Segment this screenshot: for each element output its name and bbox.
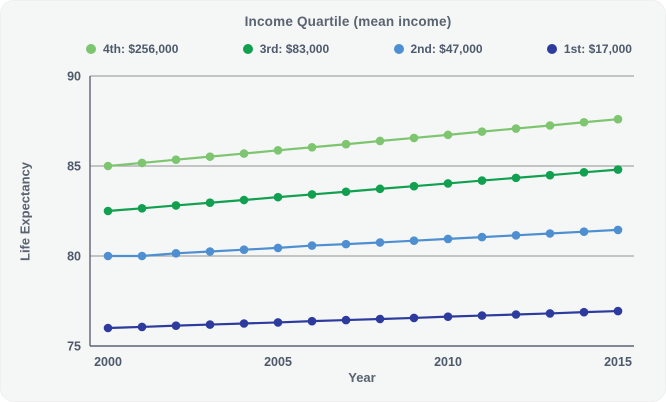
data-point — [511, 310, 521, 319]
y-tick-label: 90 — [67, 70, 81, 84]
data-point — [341, 239, 351, 249]
data-point — [545, 229, 555, 238]
data-point — [307, 190, 317, 199]
y-tick-label: 85 — [67, 160, 81, 174]
legend-label: 1st: $17,000 — [563, 42, 632, 56]
data-point — [579, 117, 589, 127]
data-point — [137, 322, 147, 332]
data-point — [273, 146, 283, 155]
legend: 4th: $256,000 3rd: $83,000 2nd: $47,000 1st… — [86, 40, 632, 58]
data-point — [443, 130, 453, 140]
series-line-3 — [106, 228, 620, 258]
x-axis-label: Year — [348, 370, 376, 385]
data-point — [205, 152, 215, 161]
data-point — [171, 249, 181, 258]
data-point — [341, 315, 351, 325]
data-point — [239, 245, 249, 254]
data-point — [613, 114, 623, 124]
data-point — [273, 192, 283, 202]
data-point — [409, 236, 419, 245]
data-point — [137, 158, 147, 168]
data-point — [409, 181, 419, 191]
data-point — [477, 176, 487, 185]
legend-dot-icon — [546, 44, 557, 54]
data-point — [171, 201, 181, 210]
legend-label: 4th: $256,000 — [103, 42, 179, 56]
data-point — [409, 313, 419, 323]
data-point — [273, 243, 283, 253]
data-point — [579, 227, 589, 236]
chart-title: Income Quartile (mean income) — [244, 14, 452, 29]
x-tick-label: 2015 — [604, 355, 632, 369]
legend-item: 4th: $256,000 — [86, 42, 178, 56]
data-point — [613, 306, 623, 316]
legend-label: 2nd: $47,000 — [410, 42, 483, 56]
legend-dot-icon — [393, 44, 404, 54]
data-point — [375, 136, 385, 146]
legend-item: 3rd: $83,000 — [242, 42, 330, 56]
y-axis-label: Life Expectancy — [17, 162, 33, 261]
data-point — [579, 307, 589, 317]
data-point — [239, 149, 249, 158]
data-point — [409, 133, 419, 143]
data-point — [137, 251, 147, 261]
data-point — [341, 187, 351, 197]
data-point — [375, 314, 385, 324]
data-point — [511, 173, 521, 183]
data-point — [443, 179, 453, 188]
data-point — [205, 320, 215, 329]
series-line-4 — [106, 309, 620, 330]
data-point — [171, 155, 181, 164]
data-point — [341, 139, 351, 149]
data-point — [205, 198, 215, 208]
data-point — [307, 142, 317, 152]
legend-item: 2nd: $47,000 — [393, 42, 483, 56]
data-point — [103, 323, 113, 333]
y-tick-label: 80 — [67, 250, 81, 264]
data-point — [239, 195, 249, 205]
data-point — [103, 206, 113, 216]
data-point — [137, 204, 147, 213]
data-point — [511, 231, 521, 240]
legend-label: 3rd: $83,000 — [259, 42, 330, 56]
data-point — [443, 234, 453, 244]
data-point — [477, 311, 487, 320]
x-tick-label: 2010 — [434, 355, 462, 369]
data-point — [103, 251, 113, 261]
data-point — [205, 247, 215, 256]
data-point — [613, 165, 623, 174]
data-point — [579, 168, 589, 177]
data-point — [273, 318, 283, 327]
data-point — [375, 238, 385, 247]
x-tick-label: 2005 — [264, 355, 292, 369]
legend-dot-icon — [242, 44, 253, 54]
y-tick-label: 75 — [67, 340, 81, 354]
data-point — [511, 124, 521, 133]
data-point — [307, 241, 317, 250]
x-tick-label: 2000 — [94, 355, 122, 369]
data-point — [545, 121, 555, 130]
data-point — [545, 309, 555, 318]
data-point — [103, 161, 113, 171]
legend-item: 1st: $17,000 — [546, 42, 632, 56]
data-point — [443, 312, 453, 321]
series-line-1 — [106, 118, 620, 168]
series-line-2 — [106, 168, 620, 213]
data-point — [375, 184, 385, 194]
data-point — [613, 225, 623, 235]
data-point — [307, 316, 317, 326]
data-point — [545, 170, 555, 180]
data-point — [477, 127, 487, 136]
legend-dot-icon — [86, 44, 96, 54]
data-point — [171, 321, 181, 330]
data-point — [477, 232, 487, 242]
data-point — [239, 319, 249, 328]
